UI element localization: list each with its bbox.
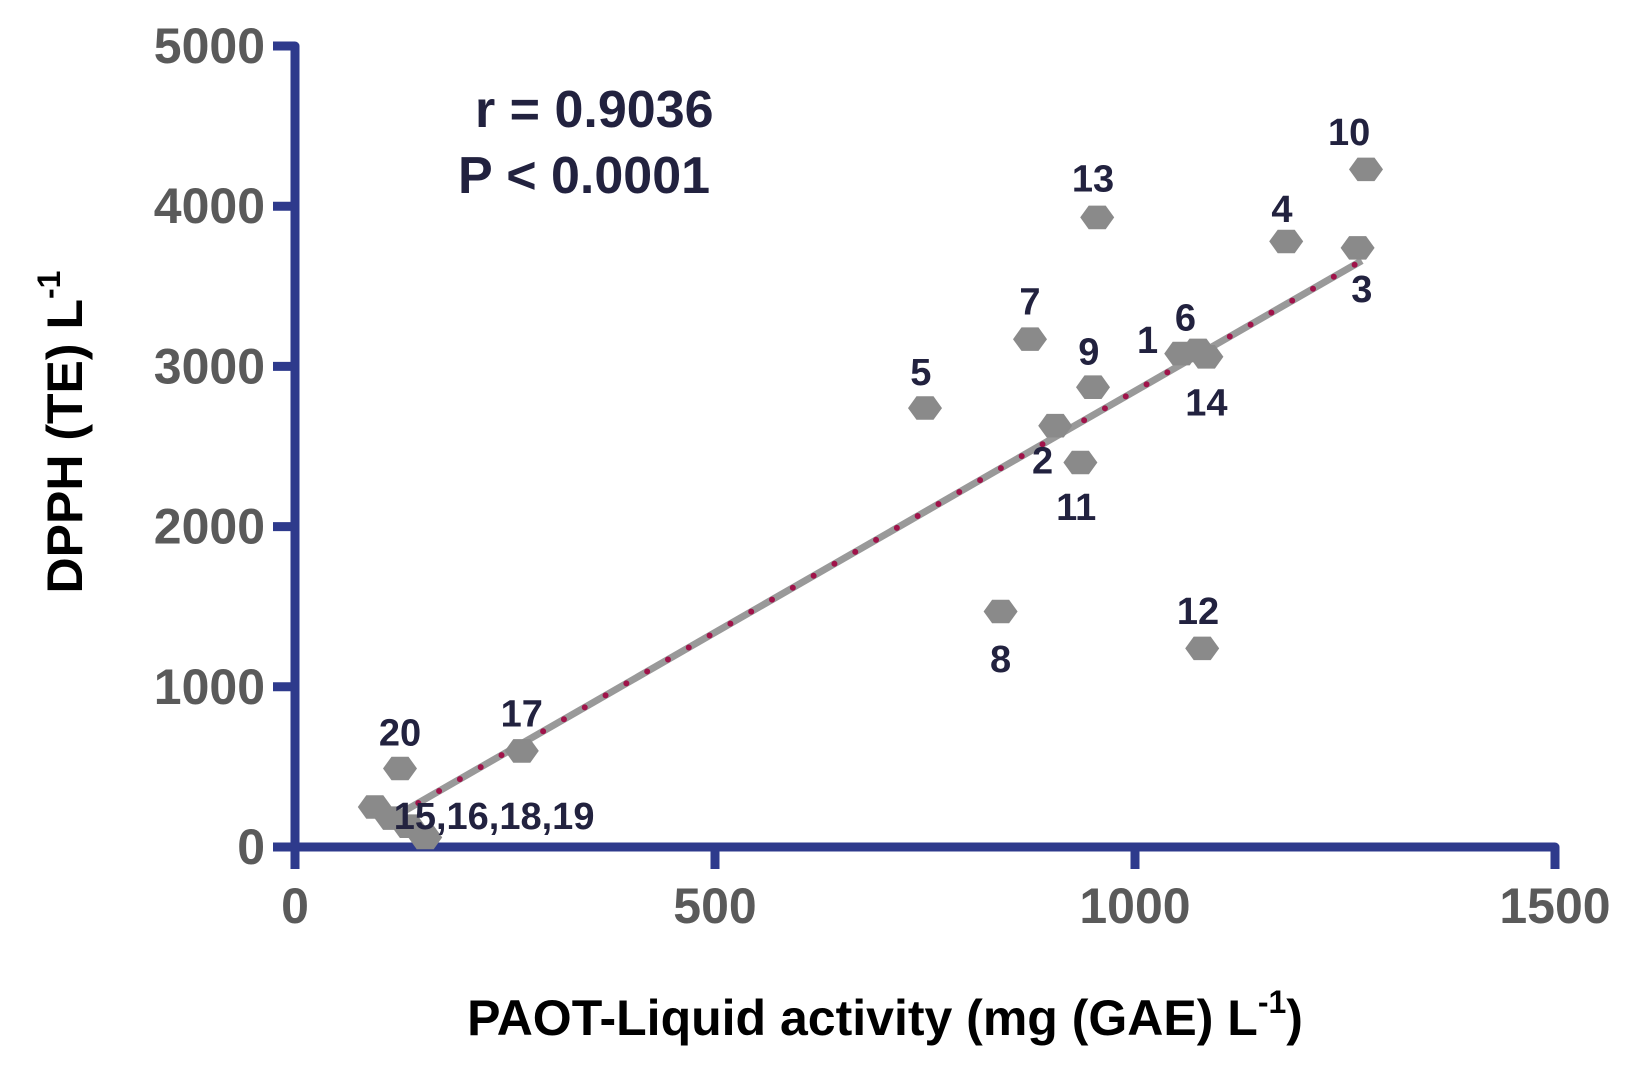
data-point-7	[1013, 327, 1047, 351]
point-label: 11	[1056, 487, 1096, 529]
y-tick-label: 2000	[154, 499, 265, 555]
y-tick-label: 1000	[154, 659, 265, 715]
point-label: 20	[379, 713, 421, 755]
point-label: 12	[1177, 591, 1219, 633]
point-label: 5	[910, 352, 931, 394]
point-label: 6	[1175, 298, 1196, 340]
point-label: 14	[1185, 383, 1227, 425]
data-point-5	[908, 396, 942, 420]
data-point-10	[1349, 157, 1383, 182]
x-tick-label: 0	[281, 878, 309, 934]
y-tick-label: 5000	[154, 18, 265, 74]
data-point-9	[1076, 375, 1110, 399]
data-point-3	[1340, 236, 1375, 260]
x-axis-title-main: PAOT-Liquid activity (mg (GAE) L	[467, 990, 1258, 1046]
data-point-19	[408, 825, 443, 850]
axes: 0 1000 2000 3000 4000 5000 0 500 1000 1500	[154, 18, 1611, 934]
data-point-4	[1269, 229, 1304, 254]
data-point-13	[1080, 205, 1115, 230]
x-axis-title-end: )	[1286, 990, 1303, 1046]
y-tick-label: 4000	[154, 178, 265, 234]
x-tick-label: 1500	[1499, 878, 1610, 934]
point-label: 2	[1032, 440, 1053, 482]
p-value: P < 0.0001	[458, 147, 710, 205]
point-label: 15,16,18,19	[394, 796, 595, 838]
point-label: 4	[1271, 189, 1292, 231]
point-label: 13	[1072, 158, 1114, 200]
data-point-2	[1038, 413, 1073, 438]
x-axis-title-sup: -1	[1258, 984, 1286, 1020]
y-tick-label: 3000	[154, 338, 265, 394]
x-tick-label: 500	[673, 878, 756, 934]
point-label: 17	[501, 693, 543, 735]
data-point-17	[504, 739, 539, 763]
point-label: 3	[1351, 269, 1372, 311]
point-label: 8	[990, 639, 1011, 681]
y-tick-label: 0	[237, 819, 265, 875]
x-tick-label: 1000	[1079, 878, 1190, 934]
data-point-14	[1189, 345, 1224, 369]
y-axis-title-sup: -1	[31, 271, 67, 299]
point-label: 7	[1019, 282, 1040, 324]
y-axis-title-main: DPPH (TE) L	[37, 299, 93, 593]
markers	[357, 157, 1383, 850]
y-axis-title: DPPH (TE) L-1	[31, 271, 93, 594]
x-axis-title: PAOT-Liquid activity (mg (GAE) L-1)	[467, 984, 1303, 1046]
data-point-11	[1063, 450, 1098, 475]
correlation-r: r = 0.9036	[475, 81, 714, 139]
data-point-12	[1185, 636, 1220, 661]
data-point-8	[983, 599, 1018, 624]
point-label: 10	[1328, 112, 1370, 154]
point-label: 1	[1137, 320, 1158, 362]
point-label: 9	[1078, 331, 1099, 373]
data-point-20	[383, 756, 417, 781]
